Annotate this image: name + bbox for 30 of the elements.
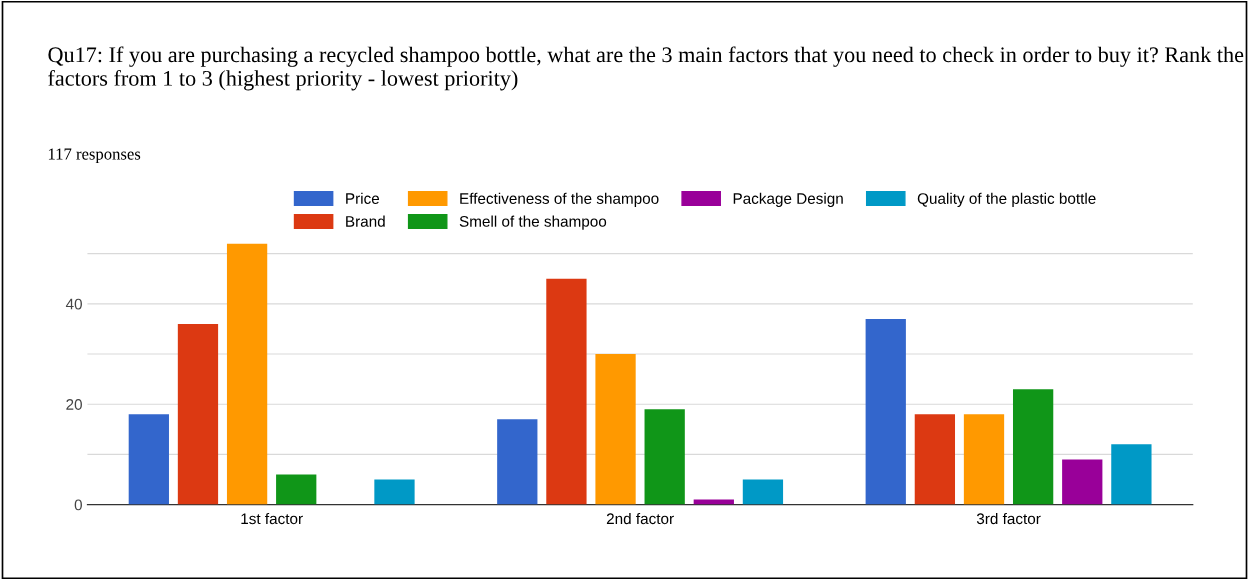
legend-label: Brand: [346, 215, 385, 227]
y-tick-label: 0: [74, 499, 82, 511]
bar: [177, 323, 219, 505]
chart-title: Qu17: If you are purchasing a recycled shampoo bottle, what are the 3 main factors that you need to check in order to buy it? Rank the factors from 1 to 3 (highest priority - lowest priority): [48, 46, 1244, 91]
bar: [914, 414, 956, 505]
bar: [595, 354, 636, 505]
legend-label: Effectiveness of the shampoo: [460, 192, 659, 207]
legend-label: Package Design: [733, 192, 843, 207]
bar: [497, 419, 538, 505]
bar: [374, 479, 415, 505]
bar: [865, 318, 906, 505]
bar: [1012, 389, 1054, 505]
bar: [546, 278, 587, 505]
legend-label: Price: [346, 192, 380, 204]
x-tick-label: 1st factor: [241, 512, 303, 525]
bar: [128, 414, 169, 505]
x-tick-label: 2nd factor: [606, 512, 674, 525]
bar: [1111, 444, 1152, 505]
bar: [276, 474, 317, 505]
bar: [226, 243, 268, 505]
legend-label: Quality of the plastic bottle: [917, 192, 1096, 207]
bar: [963, 414, 1005, 505]
bar: [1062, 459, 1103, 505]
y-tick-label: 40: [65, 298, 82, 310]
bar: [742, 479, 784, 505]
bar: [644, 409, 685, 505]
x-tick-label: 3rd factor: [976, 512, 1041, 525]
y-tick-label: 20: [66, 399, 82, 410]
legend-label: Smell of the shampoo: [459, 215, 607, 230]
chart-subtitle: 117 responses: [48, 148, 141, 164]
